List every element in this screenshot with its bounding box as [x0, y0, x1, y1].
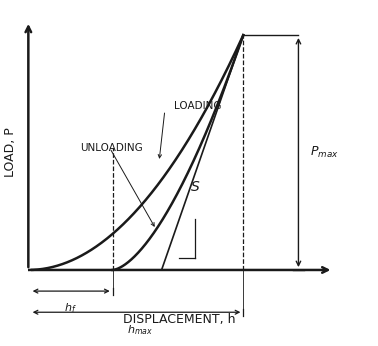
Text: DISPLACEMENT, h: DISPLACEMENT, h	[123, 313, 235, 326]
Text: LOADING: LOADING	[174, 101, 221, 111]
Text: $h_{max}$: $h_{max}$	[127, 323, 153, 337]
Text: UNLOADING: UNLOADING	[81, 143, 143, 153]
Text: LOAD, P: LOAD, P	[5, 128, 17, 177]
Text: S: S	[191, 180, 200, 194]
Text: $P_{max}$: $P_{max}$	[310, 145, 339, 160]
Text: $h_f$: $h_f$	[64, 302, 77, 316]
